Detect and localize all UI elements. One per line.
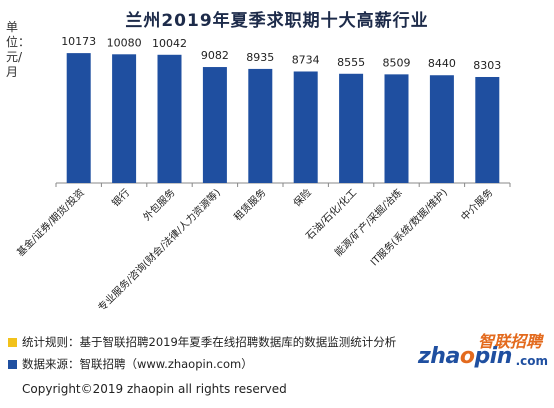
zhaopin-logo: 智联招聘 zhaopin .com xyxy=(418,328,548,373)
data-label: 8935 xyxy=(246,51,274,64)
data-label: 10042 xyxy=(152,37,187,50)
footer-source-text: 数据来源：智联招聘（www.zhaopin.com） xyxy=(22,357,253,371)
category-label: 租赁服务 xyxy=(231,186,268,223)
bar xyxy=(202,67,227,183)
logo-com-text: .com xyxy=(515,354,548,368)
bar-chart: 10173基金/证券/期货/投资10080银行10042外包服务9082专业服务… xyxy=(14,35,511,314)
logo-en-text: zhaopin xyxy=(418,344,512,369)
data-label: 10173 xyxy=(61,35,96,48)
data-label: 8555 xyxy=(337,56,365,69)
bar xyxy=(339,73,364,183)
footer-rule-text: 统计规则：基于智联招聘2019年夏季在线招聘数据库的数据监测统计分析 xyxy=(22,335,397,349)
copyright: Copyright©2019 zhaopin all rights reserv… xyxy=(22,382,287,396)
bar xyxy=(293,71,318,183)
category-label: 银行 xyxy=(109,186,132,209)
rule-marker-icon xyxy=(8,337,17,347)
category-label: IT服务(系统/数据/维护) xyxy=(368,186,451,269)
logo-cn-text: 智联招聘 xyxy=(477,332,542,351)
bar xyxy=(384,74,409,183)
bar xyxy=(475,76,500,183)
bar xyxy=(112,54,137,183)
footer-rule: 统计规则：基于智联招聘2019年夏季在线招聘数据库的数据监测统计分析 xyxy=(8,334,396,350)
bar xyxy=(157,54,182,183)
category-label: 中介服务 xyxy=(458,186,495,223)
data-label: 8303 xyxy=(473,59,501,72)
footer-source: 数据来源：智联招聘（www.zhaopin.com） xyxy=(8,356,253,372)
bar xyxy=(66,53,91,183)
bar xyxy=(248,68,273,183)
data-label: 9082 xyxy=(201,49,229,62)
data-label: 8734 xyxy=(292,53,320,66)
chart-title: 兰州2019年夏季求职期十大高薪行业 xyxy=(125,11,429,31)
category-label: 外包服务 xyxy=(140,186,177,223)
data-label: 8509 xyxy=(383,56,411,69)
category-label: 基金/证券/期货/投资 xyxy=(14,186,87,259)
category-label: 保险 xyxy=(290,186,313,209)
source-marker-icon xyxy=(8,359,17,369)
data-label: 8440 xyxy=(428,57,456,70)
data-label: 10080 xyxy=(107,36,142,49)
bar xyxy=(429,75,454,183)
